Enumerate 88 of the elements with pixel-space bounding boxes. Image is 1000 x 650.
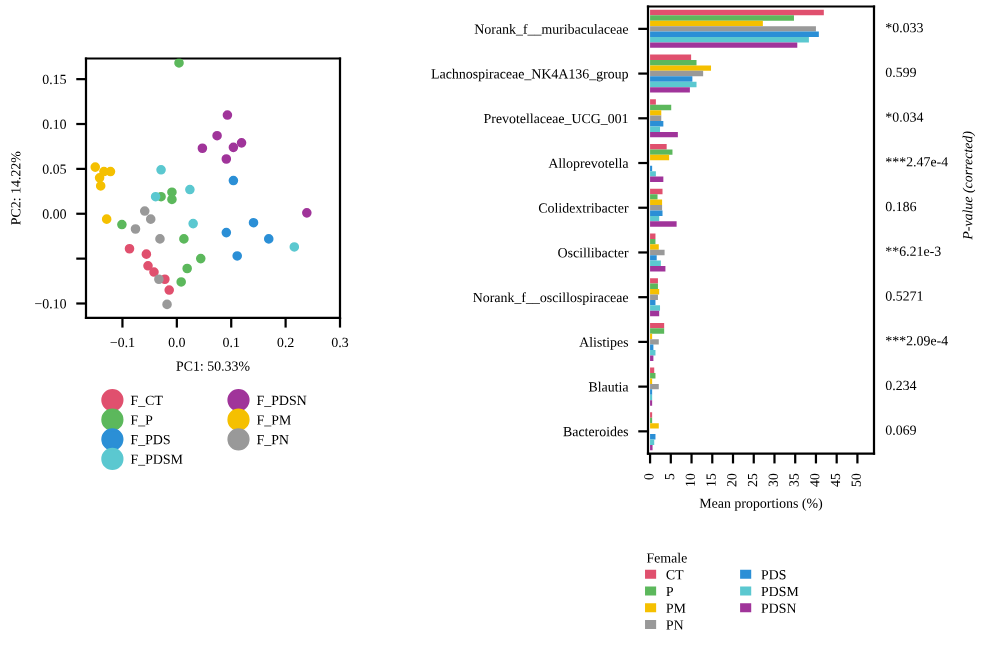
bar (650, 328, 665, 334)
bar (650, 244, 659, 250)
bar (650, 87, 690, 93)
bar (650, 42, 798, 48)
bar (650, 171, 656, 177)
bar (650, 188, 663, 195)
point (164, 285, 175, 295)
point (263, 234, 274, 244)
point (156, 164, 166, 175)
bar (650, 131, 678, 138)
point (182, 263, 192, 274)
point (289, 242, 300, 252)
point (179, 234, 189, 244)
bar (650, 104, 672, 111)
bar (650, 260, 661, 267)
bar (650, 176, 664, 183)
bar (650, 76, 693, 82)
point (228, 142, 239, 153)
bar (650, 54, 692, 60)
point (90, 162, 101, 172)
point (162, 299, 172, 310)
bar (650, 255, 657, 261)
point (145, 214, 156, 224)
bar (650, 194, 658, 200)
bar (650, 423, 659, 429)
bar (650, 126, 661, 132)
bar (650, 383, 659, 390)
point (236, 138, 247, 148)
point (228, 175, 239, 186)
point (150, 191, 161, 202)
bar (650, 233, 656, 239)
bar (650, 283, 658, 290)
point (124, 243, 135, 254)
bar (650, 215, 660, 222)
point (212, 130, 222, 141)
bar (650, 9, 824, 16)
bar (650, 110, 662, 116)
point (167, 194, 177, 205)
point (185, 184, 195, 195)
point (195, 253, 206, 264)
bar (650, 31, 819, 38)
bar (650, 249, 665, 256)
bar (650, 154, 670, 161)
point (221, 154, 232, 164)
bar (650, 70, 704, 77)
bar (650, 121, 664, 127)
point (155, 234, 165, 244)
bar (650, 81, 697, 88)
bar (650, 210, 663, 216)
bar (650, 65, 712, 71)
bar (650, 37, 809, 43)
point (141, 249, 152, 259)
bar (650, 60, 697, 66)
bar (650, 199, 663, 206)
point (149, 267, 159, 277)
bar (650, 221, 677, 227)
bar (650, 289, 660, 295)
bar (650, 322, 665, 329)
bar (650, 310, 660, 317)
bar (650, 149, 673, 155)
bar (650, 305, 661, 311)
bar (650, 115, 662, 122)
bar (650, 144, 667, 150)
bar (650, 26, 816, 32)
bar (650, 99, 656, 105)
point (248, 217, 259, 228)
point (143, 261, 153, 271)
point (154, 274, 164, 285)
point (174, 58, 184, 68)
bar (650, 278, 658, 284)
bar (650, 15, 794, 21)
bar (650, 294, 658, 300)
point (222, 110, 233, 120)
point (197, 143, 208, 154)
bar (650, 339, 659, 345)
point (101, 214, 112, 224)
bar (650, 266, 666, 272)
point (130, 224, 141, 234)
point (221, 227, 232, 238)
point (117, 219, 127, 230)
point (176, 277, 186, 287)
point (95, 181, 106, 191)
bar (650, 205, 663, 211)
point (139, 206, 150, 216)
point (232, 251, 242, 261)
bar (650, 20, 763, 27)
point (188, 218, 198, 229)
point (302, 208, 312, 218)
